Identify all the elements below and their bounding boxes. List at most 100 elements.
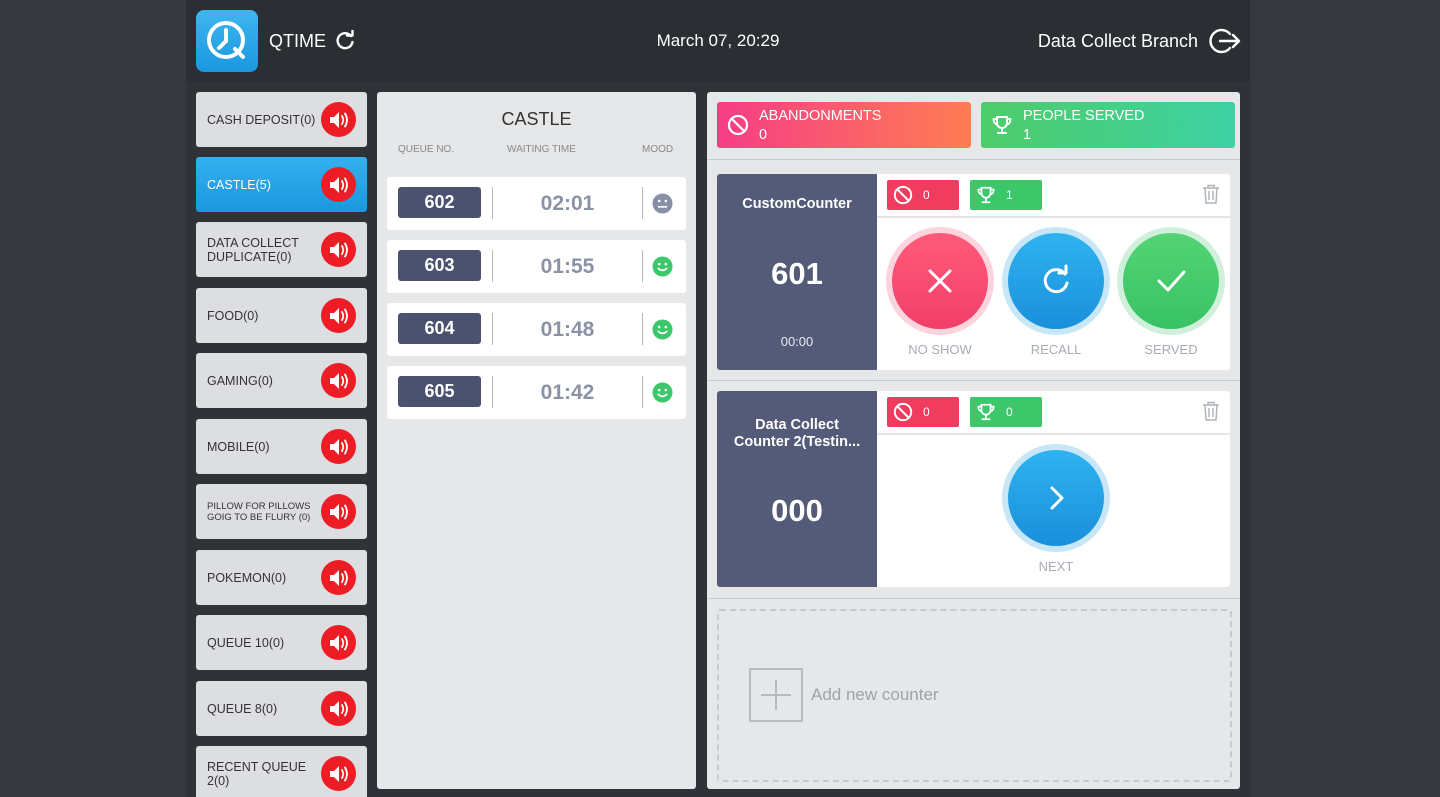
trophy-icon: [977, 403, 995, 421]
clock-logo-icon: [207, 21, 245, 59]
happy-face-icon: [652, 382, 673, 408]
speaker-icon[interactable]: [321, 429, 356, 464]
counter-card: CustomCounter 601 00:00 0 1: [717, 174, 1230, 370]
no-show-label: NO SHOW: [908, 342, 972, 357]
abandonments-stat: ABANDONMENTS 0: [717, 102, 971, 148]
ban-icon: [893, 185, 913, 205]
counter-served-count: 0: [1006, 405, 1013, 419]
sidebar-item-label: CASTLE(5): [207, 177, 271, 192]
counter-info: CustomCounter 601 00:00: [717, 174, 877, 370]
counter-served-badge: 1: [970, 180, 1042, 210]
sidebar-item-recent-queue-2[interactable]: RECENT QUEUE 2(0): [196, 746, 367, 797]
speaker-icon[interactable]: [321, 298, 356, 333]
sidebar-item-castle[interactable]: CASTLE(5): [196, 157, 367, 212]
divider: [492, 313, 493, 345]
close-icon: [928, 269, 952, 293]
counter-served-badge: 0: [970, 397, 1042, 427]
people-served-value: 1: [1023, 127, 1032, 143]
happy-face-icon: [652, 319, 673, 345]
counter-card: Data Collect Counter 2(Testin... 000 0 0: [717, 391, 1230, 587]
serving-timer: 00:00: [780, 334, 814, 349]
divider: [642, 313, 643, 345]
abandonments-value: 0: [759, 127, 768, 143]
divider: [492, 376, 493, 408]
divider: [642, 250, 643, 282]
counter-served-count: 1: [1006, 188, 1013, 202]
sidebar-item-label: QUEUE 8(0): [207, 701, 278, 716]
counter-header: 0 1: [877, 174, 1230, 218]
speaker-icon[interactable]: [321, 625, 356, 660]
queue-panel: CASTLE QUEUE NO. WAITING TIME MOOD 602 0…: [377, 92, 696, 789]
recall-button-face: [1008, 233, 1104, 329]
speaker-icon[interactable]: [321, 560, 356, 595]
ticket-number: 603: [398, 250, 481, 281]
ban-icon: [893, 402, 913, 422]
counter-abandon-badge: 0: [887, 180, 959, 210]
speaker-icon[interactable]: [321, 232, 356, 267]
ticket-row[interactable]: 602 02:01: [387, 177, 686, 230]
divider: [642, 187, 643, 219]
counter-abandon-count: 0: [923, 405, 930, 419]
ticket-row[interactable]: 603 01:55: [387, 240, 686, 293]
divider: [492, 250, 493, 282]
column-header-queue-no: QUEUE NO.: [398, 144, 455, 155]
counter-header: 0 0: [877, 391, 1230, 435]
ticket-row[interactable]: 604 01:48: [387, 303, 686, 356]
trophy-icon: [991, 114, 1013, 141]
sidebar-item-pillow-for-pillows[interactable]: PILLOW FOR PILLOWS GOIG TO BE FLURY (0): [196, 484, 367, 539]
sidebar-item-data-collect-duplicate[interactable]: DATA COLLECT DUPLICATE(0): [196, 222, 367, 277]
sidebar-item-label: PILLOW FOR PILLOWS GOIG TO BE FLURY (0): [207, 500, 311, 523]
speaker-icon[interactable]: [321, 494, 356, 529]
chevron-right-icon: [1050, 486, 1064, 510]
recall-label: RECALL: [1030, 342, 1082, 357]
divider: [642, 376, 643, 408]
speaker-icon[interactable]: [321, 102, 356, 137]
served-button-face: [1123, 233, 1219, 329]
divider: [707, 598, 1240, 599]
add-counter-button[interactable]: Add new counter: [717, 609, 1232, 782]
speaker-icon[interactable]: [321, 167, 356, 202]
plus-icon: [749, 668, 803, 722]
recall-button[interactable]: [1002, 227, 1110, 335]
sidebar-item-food[interactable]: FOOD(0): [196, 288, 367, 343]
app-window: QTIME March 07, 20:29 Data Collect Branc…: [186, 0, 1250, 797]
logout-icon[interactable]: [1208, 27, 1242, 60]
no-show-button[interactable]: [886, 227, 994, 335]
happy-face-icon: [652, 256, 673, 282]
trash-icon[interactable]: [1202, 184, 1220, 209]
counters-panel: ABANDONMENTS 0 PEOPLE SERVED 1 CustomCou…: [707, 92, 1240, 789]
sidebar-item-queue-10[interactable]: QUEUE 10(0): [196, 615, 367, 670]
sidebar-item-queue-8[interactable]: QUEUE 8(0): [196, 681, 367, 736]
ticket-number: 602: [398, 187, 481, 218]
served-label: SERVED: [1144, 342, 1198, 357]
counter-name: CustomCounter: [742, 196, 852, 212]
next-label: NEXT: [1038, 559, 1074, 574]
waiting-time: 01:55: [540, 255, 595, 278]
trash-icon[interactable]: [1202, 401, 1220, 426]
sidebar-item-label: QUEUE 10(0): [207, 635, 285, 650]
ban-icon: [727, 114, 749, 141]
sidebar-item-cash-deposit[interactable]: CASH DEPOSIT(0): [196, 92, 367, 147]
waiting-time: 02:01: [540, 192, 595, 215]
speaker-icon[interactable]: [321, 756, 356, 791]
speaker-icon[interactable]: [321, 363, 356, 398]
next-button-face: [1008, 450, 1104, 546]
refresh-icon[interactable]: [334, 29, 356, 57]
divider: [492, 187, 493, 219]
next-button[interactable]: [1002, 444, 1110, 552]
app-name: QTIME: [269, 31, 326, 51]
divider: [707, 380, 1240, 381]
ticket-number: 605: [398, 376, 481, 407]
sidebar-item-mobile[interactable]: MOBILE(0): [196, 419, 367, 474]
sidebar-item-label: GAMING(0): [207, 373, 273, 388]
speaker-icon[interactable]: [321, 691, 356, 726]
sidebar-item-pokemon[interactable]: POKEMON(0): [196, 550, 367, 605]
neutral-face-icon: [652, 193, 673, 219]
serving-number: 000: [771, 493, 823, 528]
column-header-waiting-time: WAITING TIME: [507, 144, 576, 155]
sidebar-item-gaming[interactable]: GAMING(0): [196, 353, 367, 408]
people-served-stat: PEOPLE SERVED 1: [981, 102, 1235, 148]
counter-abandon-badge: 0: [887, 397, 959, 427]
served-button[interactable]: [1117, 227, 1225, 335]
ticket-row[interactable]: 605 01:42: [387, 366, 686, 419]
